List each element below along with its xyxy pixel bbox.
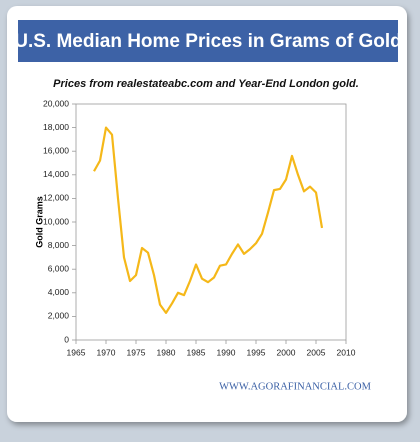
title-bar [18, 20, 398, 62]
y-tick-label: 20,000 [43, 98, 69, 108]
y-tick-label: 10,000 [43, 216, 69, 226]
y-tick-label: 12,000 [43, 193, 69, 203]
x-tick-label: 1975 [127, 347, 146, 357]
x-tick-label: 1980 [157, 347, 176, 357]
x-tick-label: 1970 [97, 347, 116, 357]
y-tick-label: 2,000 [48, 311, 70, 321]
x-tick-label: 1965 [67, 347, 86, 357]
x-tick-label: 2005 [307, 347, 326, 357]
y-tick-label: 4,000 [48, 287, 70, 297]
x-tick-label: 1990 [217, 347, 236, 357]
y-tick-label: 0 [64, 334, 69, 344]
x-tick-label: 1985 [187, 347, 206, 357]
y-axis-label: Gold Grams [34, 196, 44, 248]
card [7, 6, 407, 422]
y-tick-label: 16,000 [43, 145, 69, 155]
y-tick-label: 6,000 [48, 263, 70, 273]
chart-title: U.S. Median Home Prices in Grams of Gold [14, 31, 401, 52]
chart-subtitle: Prices from realestateabc.com and Year-E… [53, 78, 359, 90]
x-tick-label: 1995 [247, 347, 266, 357]
y-tick-label: 18,000 [43, 122, 69, 132]
y-tick-label: 8,000 [48, 240, 70, 250]
y-tick-label: 14,000 [43, 169, 69, 179]
source: WWW.AGORAFINANCIAL.COM [219, 381, 372, 392]
x-tick-label: 2010 [337, 347, 356, 357]
data-line [93, 126, 324, 314]
x-tick-label: 2000 [277, 347, 296, 357]
